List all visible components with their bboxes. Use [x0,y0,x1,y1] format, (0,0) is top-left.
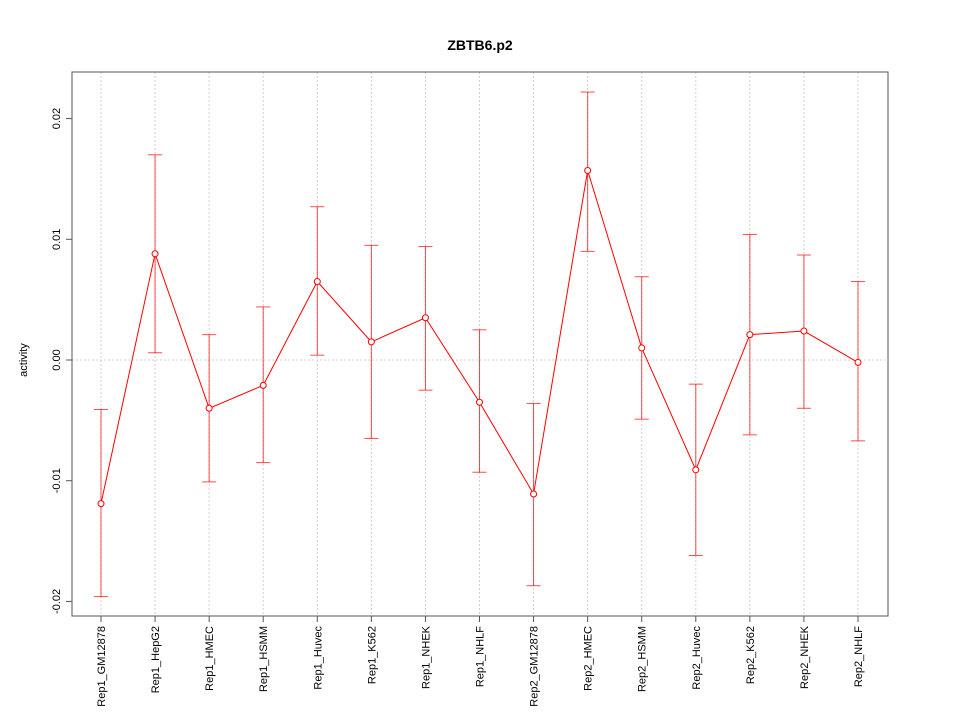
x-tick-label: Rep2_HMEC [583,626,595,691]
x-tick-label: Rep1_HepG2 [150,626,162,693]
data-point [476,398,483,406]
data-point [421,314,429,322]
data-point [638,344,646,352]
y-tick-label: 0.00 [51,349,63,370]
y-axis-label: activity [18,343,30,377]
data-point [205,404,213,412]
x-tick-label: Rep1_K562 [366,626,378,684]
x-tick-label: Rep2_NHLF [853,626,865,687]
y-tick-label: -0.01 [51,468,63,493]
data-point [259,381,267,389]
data-point [800,327,808,335]
data-point [854,358,862,366]
x-tick-label: Rep2_Huvec [691,626,703,690]
data-point [530,490,538,498]
x-tick-label: Rep1_GM12878 [96,626,108,707]
data-point [97,500,105,508]
data-point [151,250,159,258]
x-tick-label: Rep1_Huvec [312,626,324,690]
data-point [313,278,321,286]
x-tick-label: Rep1_HSMM [258,626,270,692]
chart-title: ZBTB6.p2 [447,37,513,53]
axes: Rep1_GM12878 Rep1_HepG2 Rep1_HMEC Rep1_HSMM… [51,108,865,707]
x-tick-label: Rep2_NHEK [799,625,811,689]
x-tick-label: Rep1_HMEC [204,626,216,691]
x-tick-label: Rep2_GM12878 [529,626,541,707]
y-tick-label: -0.02 [51,589,63,614]
y-tick-label: 0.02 [51,108,63,129]
marks [94,91,865,598]
x-tick-label: Rep2_HSMM [637,626,649,692]
y-tick-label: 0.01 [51,229,63,250]
x-tick-label: Rep1_NHLF [475,626,487,687]
data-point [692,466,700,474]
data-point [746,331,754,339]
x-tick-label: Rep1_NHEK [420,625,432,689]
data-point [367,338,375,346]
x-tick-label: Rep2_K562 [745,626,757,684]
data-point [584,167,592,175]
